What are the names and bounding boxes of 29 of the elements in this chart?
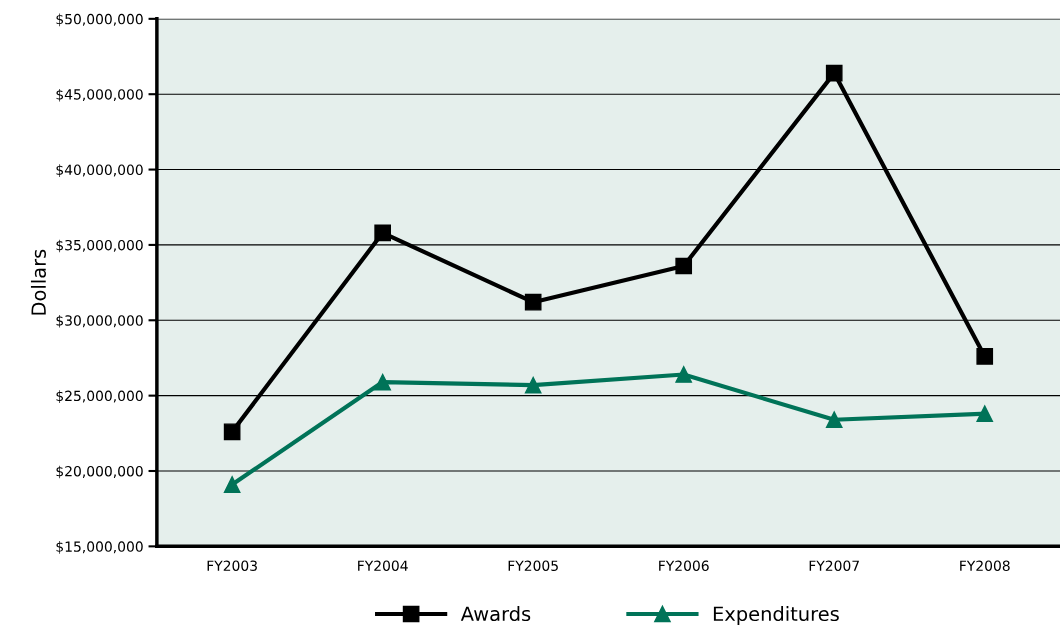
point [524, 293, 542, 311]
x-tick-label: FY2005 [508, 560, 558, 571]
point [223, 476, 241, 493]
y-tick-label: $40,000,000 [56, 164, 143, 177]
y-tick-label: $15,000,000 [56, 541, 143, 554]
x-tick-label: FY2004 [358, 560, 408, 571]
point [374, 373, 391, 391]
point [374, 224, 391, 242]
y-tick-label: $50,000,000 [56, 13, 143, 27]
point [976, 405, 994, 423]
point [524, 376, 542, 394]
y-tick-label: $30,000,000 [56, 315, 143, 328]
y-tick-label: $45,000,000 [56, 88, 143, 102]
x-tick-label: FY2003 [207, 560, 257, 571]
y-axis-title: Dollars [30, 249, 46, 315]
point [223, 423, 241, 441]
point [675, 257, 693, 275]
x-tick-label: FY2007 [809, 560, 859, 571]
point [675, 366, 693, 383]
x-tick-label: FY2006 [659, 560, 709, 571]
y-tick-label: $20,000,000 [56, 465, 143, 479]
point [825, 64, 843, 82]
point [825, 411, 843, 429]
x-tick-label: FY2008 [960, 560, 1010, 571]
legend-label: Expenditures [713, 606, 839, 625]
legend-label: Awards [460, 606, 531, 622]
point [976, 348, 994, 365]
y-tick-label: $35,000,000 [56, 239, 143, 253]
y-tick-label: $25,000,000 [56, 390, 143, 403]
